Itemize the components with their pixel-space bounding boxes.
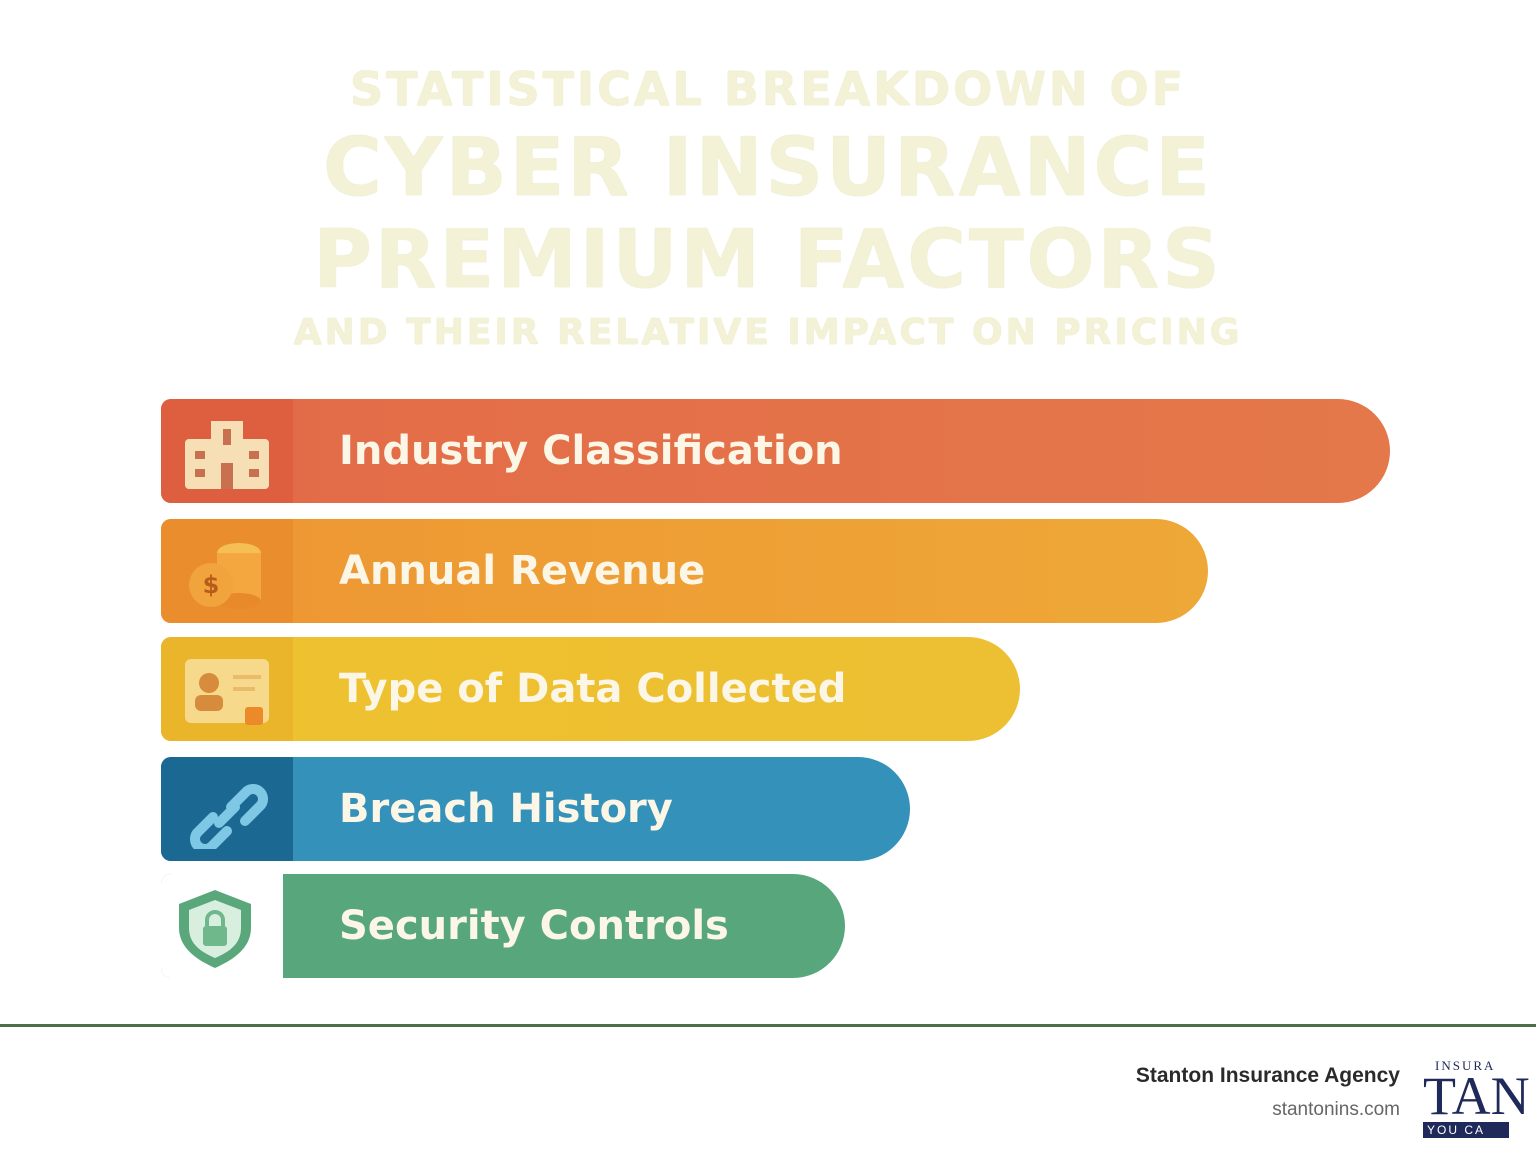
agency-name: Stanton Insurance Agency [1135,1064,1400,1087]
logo-bottom: YOU CA [1423,1122,1509,1138]
logo-top: INSURA [1435,1058,1496,1073]
factor-bar: Security Controls [161,874,845,978]
footer-rule [0,1024,1536,1027]
title: CYBER INSURANCE PREMIUM FACTORS [313,121,1223,306]
icon-panel: $ [161,519,293,623]
website: stantonins.com [1272,1099,1400,1120]
factor-label: Breach History [339,786,673,832]
logo: INSURA TAN YOU CA [1423,1058,1536,1138]
icon-panel [161,757,293,861]
icon-panel [161,874,283,978]
logo-main: TAN [1423,1066,1530,1126]
svg-text:$: $ [203,571,220,599]
kicker: STATISTICAL BREAKDOWN OF [350,62,1186,116]
factor-label: Security Controls [339,903,729,949]
link-icon [190,784,268,849]
factor-bar: $ Annual Revenue [161,519,1208,623]
subtitle: AND THEIR RELATIVE IMPACT ON PRICING [293,312,1243,353]
factor-bar: Type of Data Collected [161,637,1020,741]
factor-bar: Breach History [161,757,910,861]
factor-label: Annual Revenue [339,548,706,594]
coins-icon: $ [189,543,261,609]
icon-panel [161,399,293,503]
factor-bar: Industry Classification [161,399,1390,503]
id-card-icon [185,659,269,725]
building-icon [185,421,269,489]
factor-label: Type of Data Collected [339,666,847,712]
factor-label: Industry Classification [339,428,843,474]
icon-panel [161,637,293,741]
shield-icon [179,890,251,968]
